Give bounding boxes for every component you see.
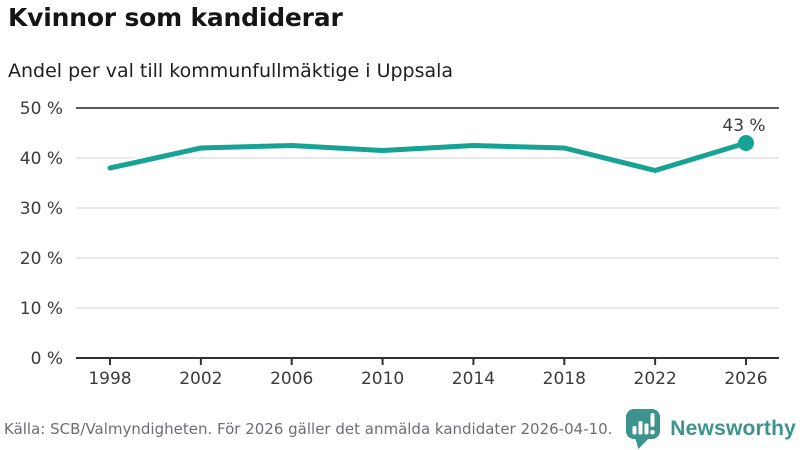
page-title: Kvinnor som kandiderar: [8, 3, 343, 32]
y-axis-tick-label: 10 %: [20, 299, 63, 319]
y-axis-tick-label: 20 %: [20, 249, 63, 269]
x-axis-tick-label: 2014: [452, 369, 495, 389]
x-axis-tick-label: 2006: [270, 369, 313, 389]
x-axis-tick-label: 2002: [179, 369, 222, 389]
x-axis-tick-label: 2026: [724, 369, 767, 389]
end-point-marker: [738, 135, 754, 151]
chart-subtitle: Andel per val till kommunfullmäktige i U…: [8, 60, 454, 82]
newsworthy-wordmark: Newsworthy: [670, 417, 796, 440]
newsworthy-logo: Newsworthy: [625, 408, 796, 450]
x-axis-tick-label: 2022: [634, 369, 677, 389]
y-axis-tick-label: 40 %: [20, 149, 63, 169]
end-point-value-label: 43 %: [722, 116, 765, 136]
y-axis-tick-label: 30 %: [20, 199, 63, 219]
y-axis-tick-label: 50 %: [20, 99, 63, 119]
newsworthy-bubble-chart-icon: [626, 409, 661, 449]
x-axis-tick-label: 2010: [361, 369, 404, 389]
x-axis-tick-label: 2018: [543, 369, 586, 389]
data-line: [107, 140, 749, 173]
footer: Källa: SCB/Valmyndigheten. För 2026 gäll…: [4, 408, 796, 450]
source-note: Källa: SCB/Valmyndigheten. För 2026 gäll…: [4, 420, 613, 438]
y-axis-tick-label: 0 %: [31, 349, 63, 369]
x-axis-tick-label: 1998: [88, 369, 131, 389]
